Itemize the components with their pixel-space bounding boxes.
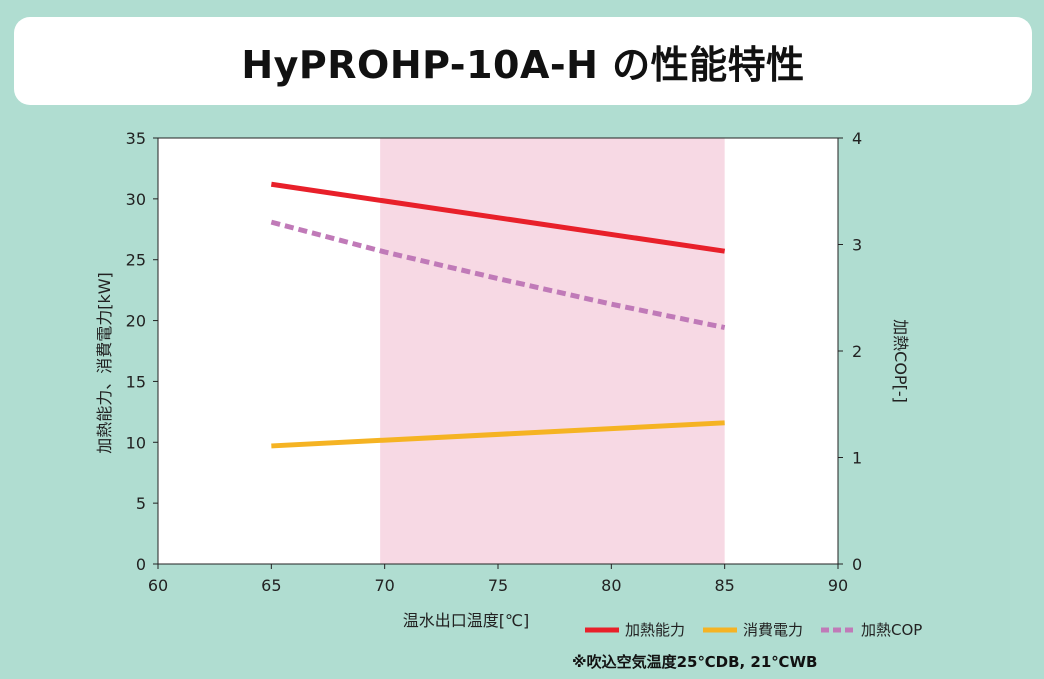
y2-axis-label: 加熱COP[-] [891, 319, 910, 403]
x-tick-label: 60 [148, 576, 168, 595]
x-tick-label: 75 [488, 576, 508, 595]
series-line-2 [270, 219, 726, 331]
legend-label-2: 加熱COP [861, 621, 922, 639]
shaded-range-band [380, 138, 725, 564]
legend-label-0: 加熱能力 [625, 621, 685, 639]
x-tick-label: 85 [714, 576, 734, 595]
footnote: ※吹込空気温度25℃DB, 21℃WB [572, 653, 817, 671]
y-tick-label: 15 [126, 372, 146, 391]
y2-tick-label: 2 [852, 342, 862, 361]
y-tick-label: 30 [126, 190, 146, 209]
legend-label-1: 消費電力 [743, 621, 803, 639]
y-tick-label: 5 [136, 494, 146, 513]
x-tick-label: 70 [374, 576, 394, 595]
legend: 加熱能力 消費電力 加熱COP [585, 621, 922, 639]
y2-tick-label: 3 [852, 236, 862, 255]
x-tick-label: 90 [828, 576, 848, 595]
series-line-1 [271, 420, 725, 449]
y-axis-label: 加熱能力、消費電力[kW] [95, 272, 114, 454]
chart-title: HyPROHP-10A-H の性能特性 [241, 42, 805, 87]
y-tick-label: 10 [126, 433, 146, 452]
title-card: HyPROHP-10A-H の性能特性 [14, 17, 1032, 105]
x-tick-label: 80 [601, 576, 621, 595]
series-line-0 [270, 181, 726, 254]
y-tick-label: 35 [126, 129, 146, 148]
x-tick-label: 65 [261, 576, 281, 595]
y-tick-label: 25 [126, 251, 146, 270]
y2-tick-label: 0 [852, 555, 862, 574]
y2-tick-label: 4 [852, 129, 862, 148]
y2-tick-label: 1 [852, 449, 862, 468]
y-tick-label: 0 [136, 555, 146, 574]
x-axis-label: 温水出口温度[℃] [403, 611, 529, 630]
y-tick-label: 20 [126, 312, 146, 331]
